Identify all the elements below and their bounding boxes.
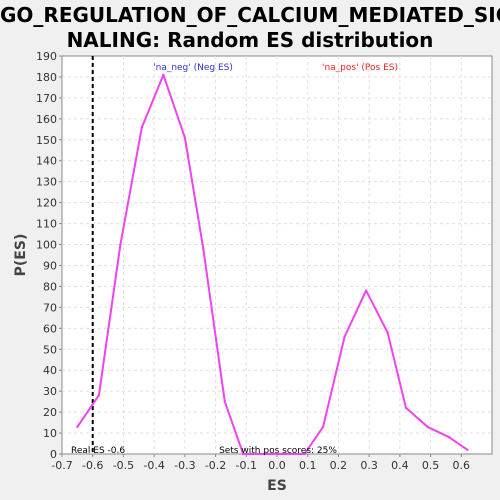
x-tick-label: -0.5	[113, 459, 134, 472]
es-data-point	[119, 243, 122, 246]
y-tick-label: 100	[36, 239, 57, 252]
es-distribution-line	[76, 73, 468, 455]
y-tick-label: 10	[43, 427, 57, 440]
es-data-point	[285, 452, 288, 456]
y-tick-label: 0	[50, 448, 57, 461]
y-tick-label: 150	[36, 134, 57, 147]
y-tick-label: 180	[36, 71, 57, 84]
y-tick-label: 160	[36, 113, 57, 126]
chart-title-line-1: GO_REGULATION_OF_CALCIUM_MEDIATED_SIG	[0, 3, 500, 27]
y-tick-label: 190	[36, 50, 57, 63]
tick-layer: 0 10 20 30 40 50 60 70 80 90 100 110 120 130 140 150 160…	[36, 50, 470, 472]
es-data-point	[343, 335, 346, 338]
es-data-point	[364, 289, 368, 292]
es-data-point	[404, 406, 408, 410]
y-tick-label: 120	[36, 197, 57, 210]
x-tick-label: -0.6	[82, 459, 103, 472]
es-data-point	[162, 73, 165, 77]
y-tick-label: 80	[43, 280, 57, 293]
y-tick-label: 20	[43, 406, 57, 419]
es-data-point	[303, 452, 306, 456]
x-tick-label: 0.5	[422, 459, 440, 472]
es-data-point	[447, 436, 451, 439]
y-tick-label: 30	[43, 385, 57, 398]
es-data-point	[202, 247, 205, 250]
real-es-label: Real ES -0.6	[71, 446, 125, 456]
es-data-point	[321, 425, 325, 428]
pos-scores-label: Sets with pos scores: 25%	[219, 446, 337, 456]
es-data-point	[140, 126, 144, 129]
y-tick-label: 70	[43, 301, 57, 314]
x-tick-label: -0.2	[205, 459, 226, 472]
x-tick-label: -0.1	[236, 459, 257, 472]
chart-title-line-2: NALING: Random ES distribution	[66, 28, 434, 52]
es-data-point	[223, 400, 226, 403]
es-data-point	[97, 394, 101, 397]
x-tick-label: 0.2	[330, 459, 348, 472]
x-tick-label: 0.6	[453, 459, 471, 472]
x-tick-label: 0.0	[268, 459, 286, 472]
x-tick-label: -0.7	[51, 459, 72, 472]
y-tick-label: 60	[43, 322, 57, 335]
es-data-point	[386, 331, 389, 334]
es-data-point	[183, 136, 187, 139]
es-data-point	[76, 425, 79, 428]
series-layer	[76, 73, 469, 456]
x-tick-label: 0.1	[299, 459, 317, 472]
y-tick-label: 110	[36, 218, 57, 231]
y-tick-label: 40	[43, 364, 57, 377]
es-data-point	[466, 448, 469, 452]
y-tick-label: 50	[43, 343, 57, 356]
y-tick-label: 90	[43, 259, 57, 272]
x-tick-label: 0.4	[391, 459, 409, 472]
x-axis-label: ES	[267, 478, 287, 494]
x-tick-label: -0.4	[143, 459, 164, 472]
annotation-layer: 'na_neg' (Neg ES) 'na_pos' (Pos ES) Real…	[71, 63, 398, 456]
x-tick-label: 0.3	[360, 459, 378, 472]
x-tick-label: -0.3	[174, 459, 195, 472]
es-data-point	[426, 425, 429, 428]
y-axis-label: P(ES)	[13, 234, 29, 277]
y-tick-label: 130	[36, 176, 57, 189]
es-data-point	[242, 452, 245, 456]
es-data-point	[263, 452, 266, 456]
y-tick-label: 140	[36, 155, 57, 168]
neg-es-label: 'na_neg' (Neg ES)	[153, 63, 233, 73]
pos-es-label: 'na_pos' (Pos ES)	[322, 63, 398, 73]
y-tick-label: 170	[36, 92, 57, 105]
